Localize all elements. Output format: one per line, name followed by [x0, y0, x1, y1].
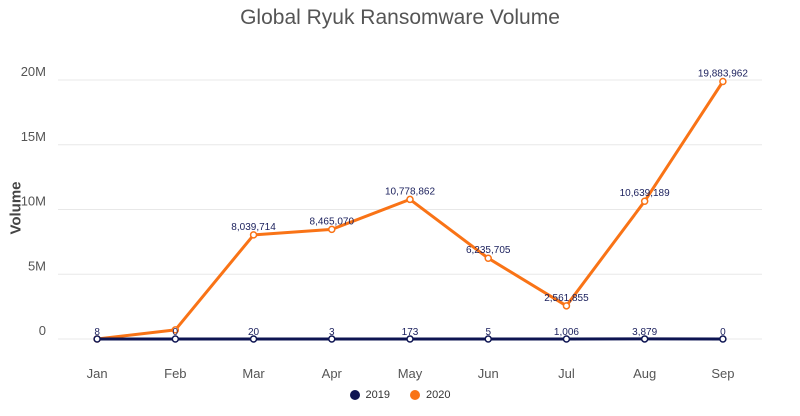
chart-title: Global Ryuk Ransomware Volume	[240, 6, 560, 29]
x-tick-label: May	[398, 366, 423, 381]
x-tick-label: Mar	[242, 366, 265, 381]
data-label-2019: 173	[402, 327, 419, 338]
data-point-2019	[640, 335, 649, 343]
data-point-2020	[249, 231, 258, 239]
data-point-2019	[171, 335, 180, 343]
legend-swatch-2019	[349, 390, 360, 400]
data-point-2020	[484, 254, 492, 262]
legend-label-2020: 2020	[426, 389, 451, 401]
data-point-2020	[719, 77, 727, 86]
x-tick-label: Jun	[478, 366, 499, 381]
data-label-2020: 19,883,962	[698, 69, 748, 80]
data-point-2019	[406, 335, 414, 343]
y-tick-label: 10M	[21, 194, 46, 209]
data-label-2019: 20	[248, 327, 260, 338]
legend: 2019 2020	[0, 389, 800, 401]
data-point-2020	[406, 195, 414, 204]
y-tick-label: 15M	[21, 129, 46, 144]
x-tick-label: Sep	[711, 366, 734, 381]
data-point-2020	[640, 197, 649, 205]
data-label-2019: 1,006	[554, 327, 579, 338]
x-tick-label: Jul	[558, 366, 575, 381]
data-label-2020: 8,465,070	[310, 216, 355, 227]
data-label-2019: 0	[173, 327, 179, 338]
y-tick-label: 5M	[28, 258, 46, 273]
data-label-2019: 3	[329, 327, 335, 338]
x-tick-label: Jan	[87, 366, 108, 381]
data-point-2019	[93, 335, 101, 343]
data-point-2019	[562, 335, 571, 343]
legend-label-2019: 2019	[365, 389, 390, 401]
data-point-2019	[249, 335, 258, 343]
x-tick-label: Feb	[164, 366, 186, 381]
data-point-2020	[562, 302, 571, 310]
legend-swatch-2020	[410, 390, 420, 400]
legend-item-2019[interactable]: 2019	[349, 389, 390, 401]
data-point-2019	[328, 335, 336, 343]
x-tick-label: Apr	[322, 366, 343, 381]
data-label-2019: 5	[485, 327, 491, 338]
legend-item-2020[interactable]: 2020	[410, 389, 450, 401]
x-tick-label: Aug	[633, 366, 656, 381]
data-label-2019: 3,879	[632, 327, 657, 338]
data-label-2019: 8	[94, 327, 100, 338]
data-point-2019	[484, 335, 492, 343]
data-point-2020	[328, 225, 336, 234]
data-point-2019	[719, 335, 727, 343]
y-tick-label: 20M	[21, 64, 46, 79]
data-label-2020: 6,235,705	[466, 245, 511, 256]
y-tick-label: 0	[39, 323, 46, 338]
series-line-2020	[95, 80, 725, 341]
data-point-2020	[171, 326, 180, 334]
data-label-2020: 10,778,862	[385, 186, 435, 197]
data-label-2020: 2,561,855	[544, 293, 589, 304]
data-label-2020: 8,039,714	[231, 222, 276, 233]
data-label-2020: 10,639,189	[620, 188, 670, 199]
data-label-2019: 0	[720, 327, 726, 338]
